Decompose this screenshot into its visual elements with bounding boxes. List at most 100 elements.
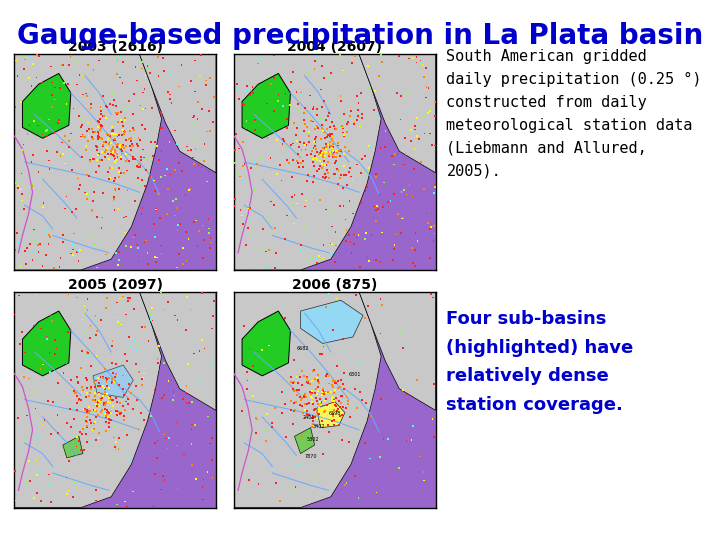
Point [233, 261, 244, 270]
Point [354, 175, 365, 184]
Point [69, 175, 81, 184]
Point [233, 227, 244, 235]
Point [161, 210, 173, 219]
Point [385, 352, 397, 361]
Point [281, 456, 292, 464]
Point [240, 318, 252, 326]
Point [28, 368, 40, 376]
Point [29, 369, 40, 378]
Point [190, 326, 202, 335]
Point [394, 456, 405, 464]
Point [45, 166, 56, 175]
Point [285, 406, 297, 414]
Point [168, 321, 180, 330]
Point [248, 261, 260, 270]
Point [85, 149, 96, 158]
Point [385, 447, 397, 456]
Point [248, 473, 260, 482]
Point [150, 149, 161, 158]
Point [125, 136, 136, 145]
Point [281, 132, 292, 140]
Point [183, 235, 194, 244]
Point [158, 63, 169, 71]
Point [99, 147, 110, 156]
Point [345, 218, 356, 227]
Point [289, 71, 300, 80]
Point [423, 219, 434, 227]
Point [150, 473, 161, 482]
Point [101, 251, 112, 259]
Point [95, 373, 107, 382]
Point [114, 434, 125, 442]
Point [84, 416, 96, 424]
Point [81, 430, 92, 438]
Point [394, 80, 405, 89]
Point [77, 490, 89, 499]
Point [37, 114, 48, 123]
Point [166, 343, 177, 352]
Point [158, 80, 169, 89]
Point [94, 421, 105, 430]
Point [310, 421, 322, 430]
Point [13, 369, 24, 378]
Point [309, 389, 320, 397]
Point [341, 127, 353, 136]
Point [134, 387, 145, 395]
Point [297, 63, 308, 71]
Point [125, 132, 137, 140]
Point [256, 346, 268, 354]
Point [370, 205, 382, 214]
Point [136, 322, 148, 331]
Point [410, 97, 421, 106]
Point [402, 132, 413, 140]
Point [297, 456, 308, 464]
Point [112, 444, 124, 453]
Point [313, 369, 325, 378]
Point [410, 395, 421, 404]
Point [256, 201, 268, 210]
Point [86, 133, 98, 141]
Point [385, 244, 397, 253]
Point [90, 413, 102, 421]
Point [77, 404, 89, 413]
Point [369, 244, 381, 253]
Point [323, 73, 334, 82]
Point [369, 218, 381, 227]
Point [288, 219, 300, 228]
Point [53, 166, 65, 175]
Point [418, 378, 429, 387]
Point [174, 361, 186, 369]
Point [166, 80, 177, 89]
Point [21, 184, 32, 192]
Point [413, 135, 425, 144]
Point [142, 326, 153, 335]
Point [345, 253, 356, 261]
Point [264, 184, 276, 192]
Point [156, 147, 167, 156]
Point [354, 114, 365, 123]
Point [69, 218, 81, 227]
Point [106, 378, 117, 387]
Point [313, 63, 325, 71]
Point [233, 378, 244, 387]
Point [94, 80, 105, 89]
Point [192, 242, 203, 251]
Point [427, 415, 438, 423]
Point [273, 326, 284, 335]
Point [45, 235, 56, 244]
Point [114, 143, 126, 152]
Point [319, 133, 330, 142]
Point [281, 335, 292, 343]
Point [297, 300, 308, 309]
Point [430, 141, 441, 150]
Point [318, 144, 330, 152]
Point [325, 117, 337, 126]
Point [129, 197, 140, 205]
Point [376, 58, 387, 66]
Point [142, 201, 153, 210]
Point [321, 499, 333, 508]
Point [125, 430, 137, 438]
Point [13, 421, 24, 430]
Point [207, 118, 219, 126]
Point [148, 176, 159, 185]
